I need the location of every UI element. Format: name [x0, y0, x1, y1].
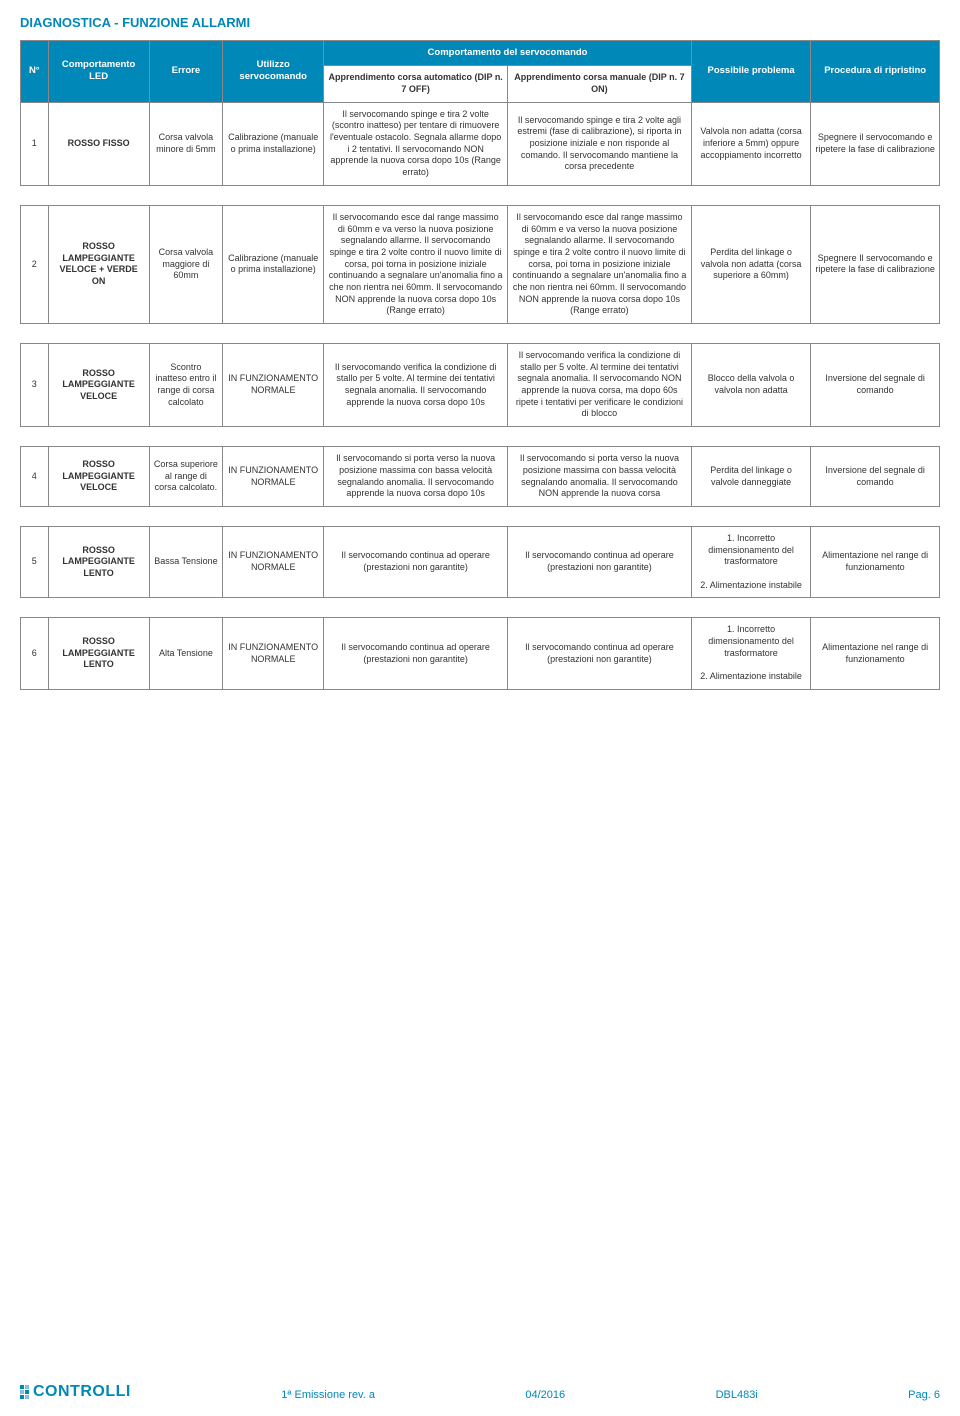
- cell-err: Corsa superiore al range di corsa calcol…: [149, 447, 223, 507]
- cell-n: 2: [21, 205, 49, 323]
- col-prob-header: Possibile problema: [691, 41, 810, 103]
- col-comp-header: Comportamento del servocomando: [324, 41, 692, 66]
- cell-proc: Alimentazione nel range di funzionamento: [811, 526, 940, 597]
- col-man-subheader: Apprendimento corsa manuale (DIP n. 7 ON…: [508, 66, 692, 102]
- logo-text: CONTROLLI: [33, 1383, 131, 1401]
- cell-n: 4: [21, 447, 49, 507]
- footer-page: Pag. 6: [908, 1389, 940, 1401]
- table-header: N° Comportamento LED Errore Utilizzo ser…: [21, 41, 940, 103]
- cell-util: IN FUNZIONAMENTO NORMALE: [223, 447, 324, 507]
- table-row: 5ROSSO LAMPEGGIANTE LENTOBassa TensioneI…: [21, 526, 940, 597]
- cell-auto: Il servocomando si porta verso la nuova …: [324, 447, 508, 507]
- diagnostics-table: N° Comportamento LED Errore Utilizzo ser…: [20, 40, 940, 690]
- cell-man: Il servocomando si porta verso la nuova …: [508, 447, 692, 507]
- cell-led: ROSSO LAMPEGGIANTE VELOCE: [48, 344, 149, 427]
- cell-n: 1: [21, 102, 49, 185]
- logo-icon: [20, 1385, 29, 1399]
- cell-prob: Valvola non adatta (corsa inferiore a 5m…: [691, 102, 810, 185]
- cell-led: ROSSO LAMPEGGIANTE LENTO: [48, 618, 149, 689]
- col-n-header: N°: [21, 41, 49, 103]
- cell-led: ROSSO LAMPEGGIANTE VELOCE + VERDE ON: [48, 205, 149, 323]
- cell-man: Il servocomando continua ad operare (pre…: [508, 526, 692, 597]
- table-row: 6ROSSO LAMPEGGIANTE LENTOAlta TensioneIN…: [21, 618, 940, 689]
- cell-n: 6: [21, 618, 49, 689]
- cell-proc: Alimentazione nel range di funzionamento: [811, 618, 940, 689]
- cell-err: Scontro inatteso entro il range di corsa…: [149, 344, 223, 427]
- cell-man: Il servocomando esce dal range massimo d…: [508, 205, 692, 323]
- cell-prob: 1. Incorretto dimensionamento del trasfo…: [691, 526, 810, 597]
- cell-util: Calibrazione (manuale o prima installazi…: [223, 205, 324, 323]
- cell-led: ROSSO LAMPEGGIANTE LENTO: [48, 526, 149, 597]
- page-footer: CONTROLLI 1ª Emissione rev. a 04/2016 DB…: [0, 1383, 960, 1401]
- section-gap: [21, 506, 940, 526]
- footer-code: DBL483i: [716, 1389, 758, 1401]
- cell-prob: Perdita del linkage o valvole danneggiat…: [691, 447, 810, 507]
- cell-err: Corsa valvola minore di 5mm: [149, 102, 223, 185]
- cell-prob: Blocco della valvola o valvola non adatt…: [691, 344, 810, 427]
- cell-util: Calibrazione (manuale o prima installazi…: [223, 102, 324, 185]
- col-err-header: Errore: [149, 41, 223, 103]
- cell-auto: Il servocomando continua ad operare (pre…: [324, 618, 508, 689]
- col-util-header: Utilizzo servocomando: [223, 41, 324, 103]
- section-gap: [21, 185, 940, 205]
- cell-auto: Il servocomando verifica la condizione d…: [324, 344, 508, 427]
- col-proc-header: Procedura di ripristino: [811, 41, 940, 103]
- diagnostics-table-container: N° Comportamento LED Errore Utilizzo ser…: [0, 40, 960, 690]
- cell-proc: Inversione del segnale di comando: [811, 447, 940, 507]
- table-row: 2ROSSO LAMPEGGIANTE VELOCE + VERDE ONCor…: [21, 205, 940, 323]
- cell-n: 3: [21, 344, 49, 427]
- cell-proc: Spegnere il servocomando e ripetere la f…: [811, 102, 940, 185]
- logo: CONTROLLI: [20, 1383, 131, 1401]
- cell-auto: Il servocomando spinge e tira 2 volte (s…: [324, 102, 508, 185]
- table-row: 1ROSSO FISSOCorsa valvola minore di 5mmC…: [21, 102, 940, 185]
- cell-util: IN FUNZIONAMENTO NORMALE: [223, 618, 324, 689]
- section-gap: [21, 324, 940, 344]
- cell-util: IN FUNZIONAMENTO NORMALE: [223, 344, 324, 427]
- cell-proc: Spegnere Il servocomando e ripetere la f…: [811, 205, 940, 323]
- page-title: DIAGNOSTICA - FUNZIONE ALLARMI: [0, 0, 960, 40]
- col-auto-subheader: Apprendimento corsa automatico (DIP n. 7…: [324, 66, 508, 102]
- cell-proc: Inversione del segnale di comando: [811, 344, 940, 427]
- table-row: 3ROSSO LAMPEGGIANTE VELOCEScontro inatte…: [21, 344, 940, 427]
- section-gap: [21, 598, 940, 618]
- cell-man: Il servocomando continua ad operare (pre…: [508, 618, 692, 689]
- cell-man: Il servocomando spinge e tira 2 volte ag…: [508, 102, 692, 185]
- footer-rev: 1ª Emissione rev. a: [281, 1389, 375, 1401]
- footer-date: 04/2016: [525, 1389, 565, 1401]
- cell-err: Alta Tensione: [149, 618, 223, 689]
- cell-prob: 1. Incorretto dimensionamento del trasfo…: [691, 618, 810, 689]
- cell-prob: Perdita del linkage o valvola non adatta…: [691, 205, 810, 323]
- cell-led: ROSSO LAMPEGGIANTE VELOCE: [48, 447, 149, 507]
- cell-auto: Il servocomando continua ad operare (pre…: [324, 526, 508, 597]
- cell-n: 5: [21, 526, 49, 597]
- section-gap: [21, 427, 940, 447]
- cell-err: Corsa valvola maggiore di 60mm: [149, 205, 223, 323]
- table-row: 4ROSSO LAMPEGGIANTE VELOCECorsa superior…: [21, 447, 940, 507]
- cell-man: Il servocomando verifica la condizione d…: [508, 344, 692, 427]
- cell-auto: Il servocomando esce dal range massimo d…: [324, 205, 508, 323]
- col-led-header: Comportamento LED: [48, 41, 149, 103]
- cell-util: IN FUNZIONAMENTO NORMALE: [223, 526, 324, 597]
- table-body: 1ROSSO FISSOCorsa valvola minore di 5mmC…: [21, 102, 940, 689]
- cell-err: Bassa Tensione: [149, 526, 223, 597]
- cell-led: ROSSO FISSO: [48, 102, 149, 185]
